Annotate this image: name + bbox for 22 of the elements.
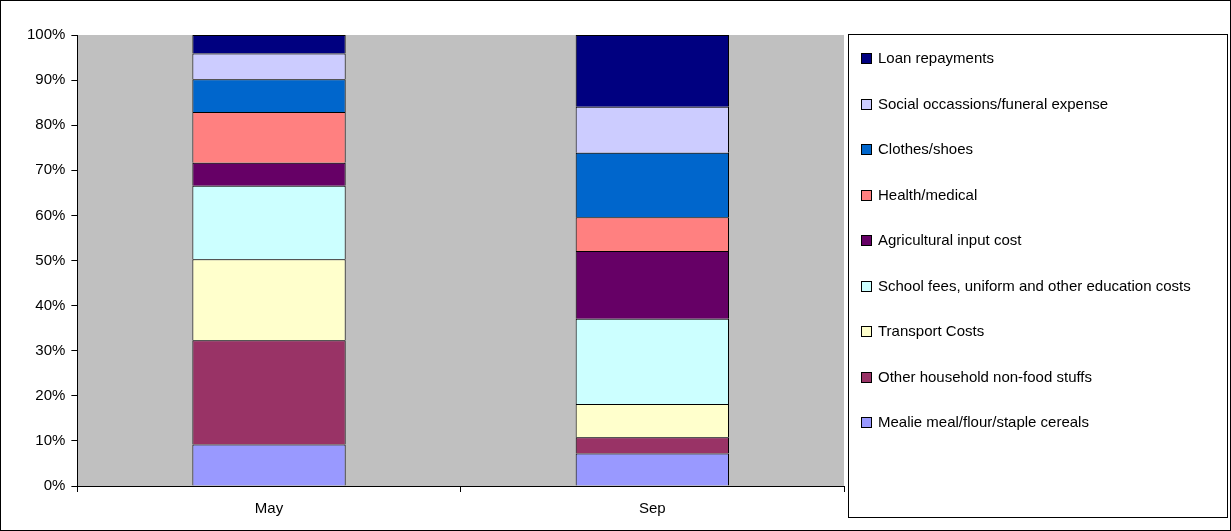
x-tick-label: Sep [638,499,666,517]
legend-label: Health/medical [878,185,978,203]
y-tick-label: 90% [35,70,66,88]
y-tick-label: 80% [35,115,66,133]
y-tick-label: 20% [35,385,66,403]
legend-label: Social occassions/funeral expense [878,94,1109,112]
y-tick-label: 70% [35,160,66,178]
legend-label: Clothes/shoes [878,140,974,157]
y-tick-label: 60% [35,205,66,223]
legend-label: School fees, uniform and other education costs [878,276,1191,294]
y-tick-label: 100% [26,25,66,43]
y-tick-label: 50% [35,250,66,268]
y-tick-label: 10% [35,431,66,449]
y-tick-label: 30% [35,340,66,358]
legend-label: Transport Costs [878,322,985,339]
legend-label: Other household non-food stuffs [878,367,1093,385]
y-tick-label: 40% [35,295,66,313]
legend-label: Loan repayments [878,49,994,66]
x-tick-label: May [254,499,284,517]
legend-label: Mealie meal/flour/staple cereals [878,413,1089,430]
legend-label: Agricultural input cost [878,231,1022,248]
y-tick-label: 0% [43,476,66,494]
